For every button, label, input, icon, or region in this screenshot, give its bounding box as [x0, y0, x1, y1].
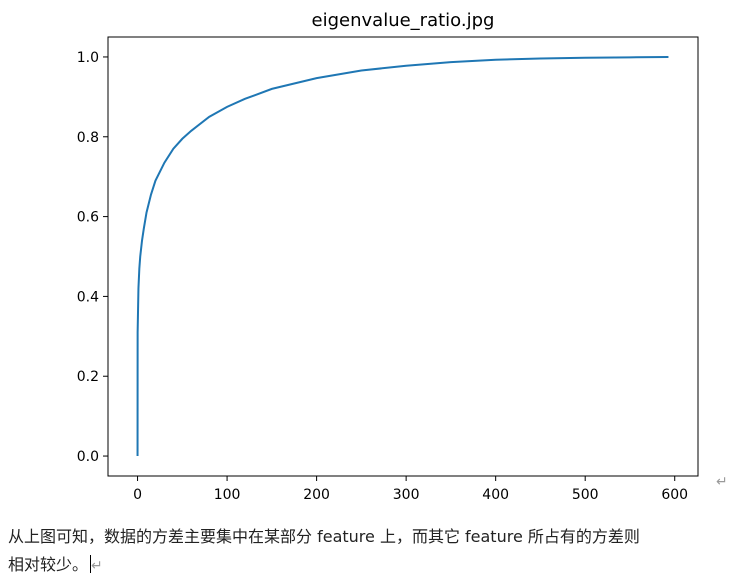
- chart: eigenvalue_ratio.jpg 0 100 200 300 400 500 600…: [77, 10, 699, 503]
- plot-area: [107, 36, 699, 477]
- x-tick-label: 500: [572, 487, 599, 503]
- document-text-line-2[interactable]: 相对较少。 ↵: [8, 551, 103, 575]
- text-cursor: [90, 555, 92, 573]
- chart-title: eigenvalue_ratio.jpg: [312, 10, 495, 31]
- eigenvalue-ratio-line: [136, 55, 669, 457]
- y-tick-label: 0.0: [77, 449, 99, 465]
- document-text: 从上图可知，数据的方差主要集中在某部分 feature 上，而其它 featur…: [8, 527, 640, 546]
- y-tick-label: 0.4: [77, 289, 99, 305]
- document-text-line-1: 从上图可知，数据的方差主要集中在某部分 feature 上，而其它 featur…: [8, 523, 640, 547]
- paragraph-mark: ↵: [716, 474, 728, 490]
- x-tick-label: 300: [393, 487, 420, 503]
- y-tick-label: 0.6: [77, 210, 99, 226]
- y-tick-label: 0.2: [77, 369, 99, 385]
- y-axis: 0.0 0.2 0.4 0.6 0.8 1.0: [77, 50, 108, 465]
- x-axis: 0 100 200 300 400 500 600: [133, 476, 688, 503]
- x-tick-label: 200: [303, 487, 330, 503]
- x-tick-label: 400: [482, 487, 509, 503]
- y-tick-label: 1.0: [77, 50, 99, 66]
- y-tick-label: 0.8: [77, 130, 99, 146]
- x-tick-label: 600: [661, 487, 688, 503]
- x-tick-label: 0: [133, 487, 142, 503]
- document-text: 相对较少。: [8, 555, 89, 574]
- x-tick-label: 100: [214, 487, 241, 503]
- paragraph-mark: ↵: [91, 558, 103, 574]
